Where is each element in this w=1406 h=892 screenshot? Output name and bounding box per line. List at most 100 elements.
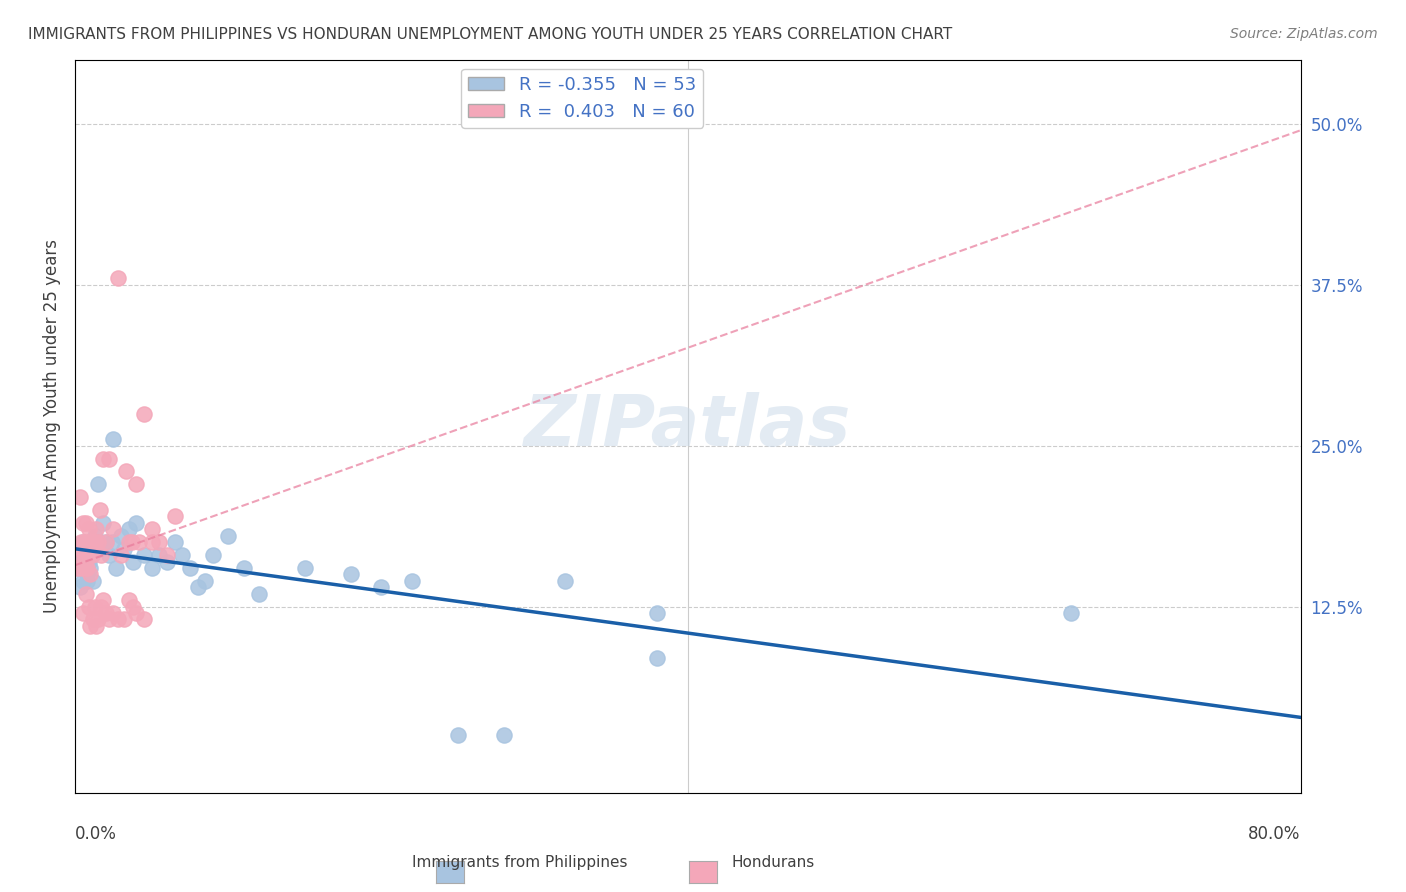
Point bbox=[75, 541, 97, 556]
Point bbox=[89, 541, 111, 556]
Point bbox=[132, 612, 155, 626]
Point bbox=[77, 548, 100, 562]
Point bbox=[125, 477, 148, 491]
Point bbox=[72, 516, 94, 530]
Point bbox=[97, 451, 120, 466]
Point bbox=[72, 606, 94, 620]
Point bbox=[112, 612, 135, 626]
Point bbox=[79, 535, 101, 549]
Point bbox=[103, 432, 125, 446]
Point bbox=[79, 561, 101, 575]
Point bbox=[80, 548, 103, 562]
Point bbox=[89, 503, 111, 517]
Point bbox=[72, 535, 94, 549]
Point bbox=[294, 561, 316, 575]
Point bbox=[107, 612, 129, 626]
Point bbox=[141, 535, 163, 549]
Point bbox=[76, 567, 98, 582]
Point bbox=[70, 561, 93, 575]
Point bbox=[73, 535, 96, 549]
Point bbox=[84, 529, 107, 543]
Point bbox=[554, 574, 576, 588]
Point bbox=[94, 535, 117, 549]
Point bbox=[70, 555, 93, 569]
Point bbox=[69, 490, 91, 504]
Point bbox=[75, 555, 97, 569]
Point bbox=[172, 548, 194, 562]
Point bbox=[247, 587, 270, 601]
Point bbox=[70, 535, 93, 549]
Legend: R = -0.355   N = 53, R =  0.403   N = 60: R = -0.355 N = 53, R = 0.403 N = 60 bbox=[461, 69, 703, 128]
Point bbox=[87, 477, 110, 491]
Point bbox=[187, 580, 209, 594]
Point bbox=[86, 522, 108, 536]
Point bbox=[77, 555, 100, 569]
Point bbox=[156, 555, 179, 569]
Point bbox=[156, 548, 179, 562]
Point bbox=[163, 509, 186, 524]
Point bbox=[82, 612, 104, 626]
Point bbox=[339, 567, 361, 582]
Point bbox=[77, 522, 100, 536]
Point bbox=[91, 451, 114, 466]
Point bbox=[65, 561, 87, 575]
Point bbox=[79, 535, 101, 549]
Point bbox=[80, 548, 103, 562]
Point bbox=[94, 535, 117, 549]
Point bbox=[121, 535, 143, 549]
Point bbox=[122, 555, 145, 569]
Point bbox=[107, 271, 129, 285]
Text: Immigrants from Philippines: Immigrants from Philippines bbox=[412, 855, 628, 870]
Point bbox=[73, 548, 96, 562]
Point bbox=[401, 574, 423, 588]
Point bbox=[82, 574, 104, 588]
Point bbox=[75, 587, 97, 601]
Point bbox=[125, 516, 148, 530]
Point bbox=[103, 522, 125, 536]
Point bbox=[87, 612, 110, 626]
Point bbox=[72, 574, 94, 588]
Point bbox=[117, 522, 139, 536]
Point bbox=[84, 599, 107, 614]
Point bbox=[148, 548, 170, 562]
Point bbox=[84, 535, 107, 549]
Point bbox=[76, 574, 98, 588]
Point bbox=[122, 599, 145, 614]
Point bbox=[117, 593, 139, 607]
Point bbox=[112, 541, 135, 556]
Text: 80.0%: 80.0% bbox=[1249, 825, 1301, 843]
Point bbox=[100, 535, 122, 549]
Point bbox=[94, 606, 117, 620]
Point bbox=[132, 548, 155, 562]
Point bbox=[110, 529, 132, 543]
Point bbox=[72, 555, 94, 569]
Point bbox=[141, 522, 163, 536]
Point bbox=[114, 465, 136, 479]
Point bbox=[492, 728, 515, 742]
Point bbox=[645, 606, 668, 620]
Text: ZIPatlas: ZIPatlas bbox=[524, 392, 852, 461]
Point bbox=[141, 561, 163, 575]
Point bbox=[86, 535, 108, 549]
Point bbox=[132, 407, 155, 421]
Point bbox=[73, 561, 96, 575]
Point bbox=[128, 535, 150, 549]
Point bbox=[217, 529, 239, 543]
Point bbox=[90, 599, 112, 614]
Point bbox=[75, 516, 97, 530]
Text: 0.0%: 0.0% bbox=[75, 825, 117, 843]
Point bbox=[87, 535, 110, 549]
Point bbox=[179, 561, 201, 575]
Y-axis label: Unemployment Among Youth under 25 years: Unemployment Among Youth under 25 years bbox=[44, 239, 60, 614]
Point bbox=[201, 548, 224, 562]
Text: Hondurans: Hondurans bbox=[731, 855, 815, 870]
Point bbox=[148, 535, 170, 549]
Point bbox=[76, 561, 98, 575]
Point bbox=[125, 606, 148, 620]
Point bbox=[103, 606, 125, 620]
Point bbox=[75, 561, 97, 575]
Point bbox=[90, 548, 112, 562]
Point bbox=[110, 548, 132, 562]
Point bbox=[370, 580, 392, 594]
Point bbox=[117, 535, 139, 549]
